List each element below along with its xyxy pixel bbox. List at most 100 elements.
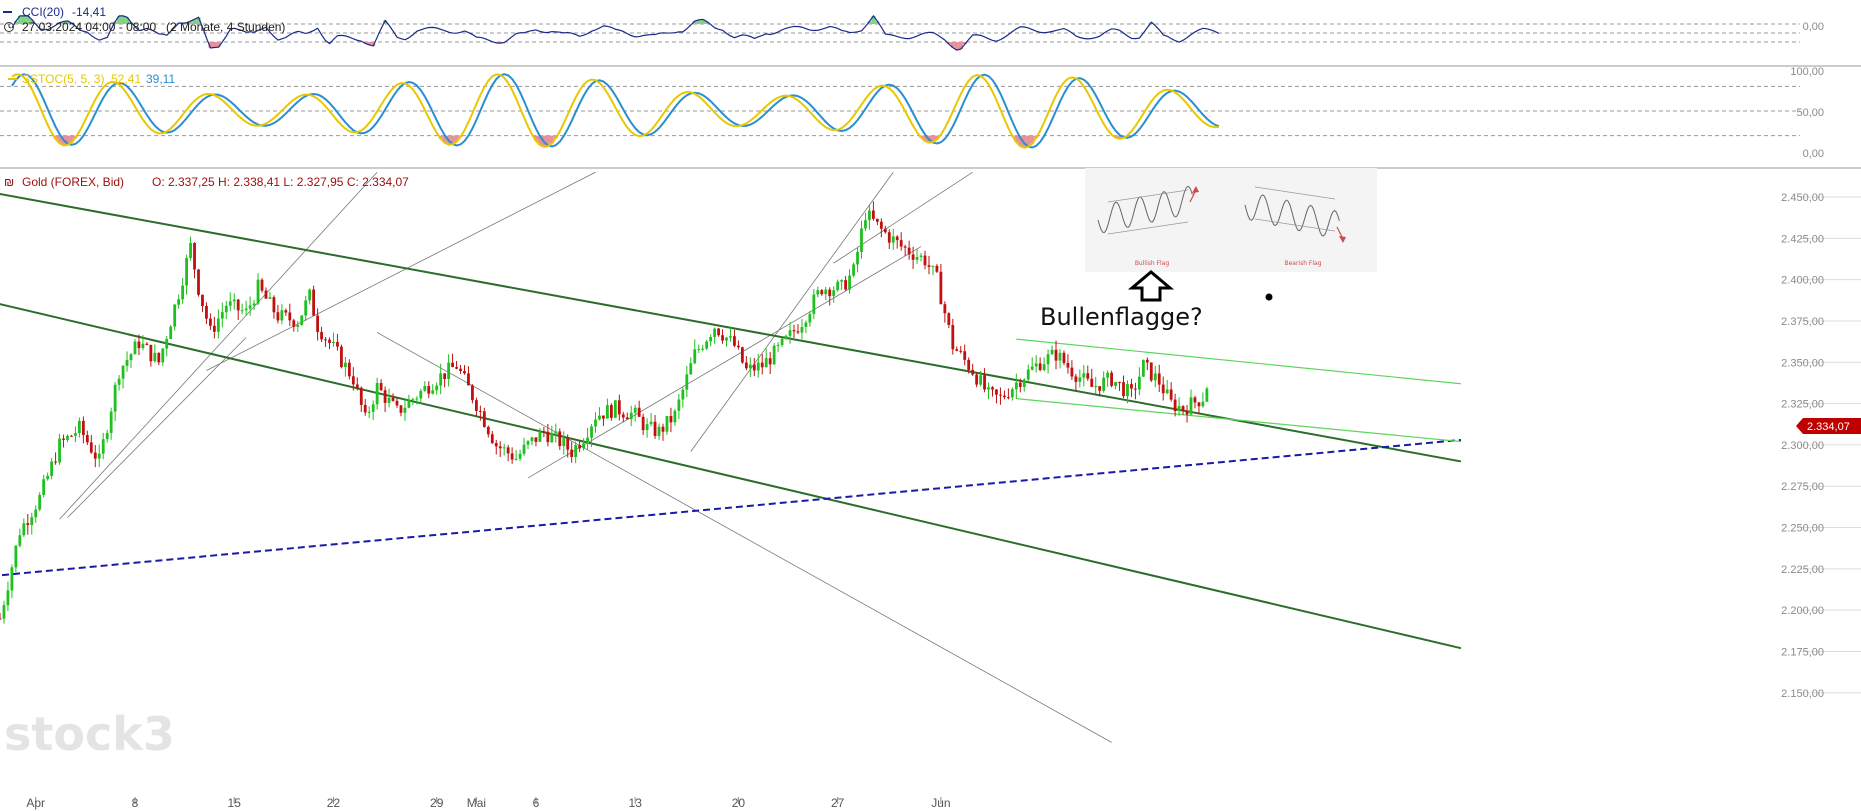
candle-body	[276, 312, 280, 321]
candle-body	[653, 421, 657, 436]
candle-body	[228, 301, 232, 306]
candle-body	[260, 279, 264, 291]
candle-body	[343, 362, 347, 368]
candle-body	[81, 420, 85, 436]
candle-body	[209, 318, 212, 326]
flag-line	[1016, 398, 1462, 443]
candle-body	[502, 447, 506, 449]
candle-body	[899, 240, 903, 247]
sstoc-k-value: 52,41	[111, 72, 141, 86]
cci-tick-label: 0,00	[1803, 21, 1824, 33]
candle-body	[1066, 362, 1070, 368]
candle-body	[586, 437, 589, 444]
candle-body	[1102, 377, 1106, 391]
candle-body	[848, 275, 851, 290]
candle-body	[1034, 363, 1038, 367]
price-tick-label: 2.400,00	[1781, 275, 1824, 287]
cci-value: -14,41	[72, 5, 106, 19]
candle-body	[788, 330, 792, 336]
candle-body	[621, 414, 625, 418]
candle-body	[153, 352, 157, 362]
channel-line	[0, 303, 1462, 650]
cci-line	[11, 14, 1220, 51]
price-tick-label: 2.350,00	[1781, 357, 1824, 369]
candle-body	[379, 383, 383, 391]
candle-body	[987, 387, 990, 390]
candle-body	[97, 453, 101, 459]
candle-body	[506, 447, 510, 454]
candle-body	[760, 362, 764, 368]
candle-body	[744, 362, 748, 369]
candle-body	[1201, 401, 1205, 407]
instrument-label: Gold (FOREX, Bid)	[22, 175, 124, 189]
candle-body	[756, 362, 760, 371]
candle-body	[415, 398, 419, 400]
candle-body	[1173, 399, 1177, 412]
x-tick-label: 8	[132, 796, 139, 810]
candle-body	[784, 335, 788, 339]
price-tick-label: 2.200,00	[1781, 605, 1824, 617]
sketch-channel-line	[1254, 218, 1336, 232]
candle-body	[359, 387, 363, 405]
candle-body	[725, 337, 728, 341]
candle-body	[518, 453, 522, 459]
candle-body	[212, 325, 216, 332]
candle-body	[189, 242, 192, 259]
candle-body	[625, 417, 629, 420]
bullish-flag-caption: Bullish Flag	[1135, 260, 1170, 267]
candle-body	[316, 315, 319, 333]
candle-body	[129, 354, 133, 361]
bearish-flag-sketch	[1244, 186, 1346, 243]
candle-body	[224, 305, 228, 313]
candle-body	[836, 281, 840, 291]
candle-body	[983, 375, 986, 390]
price-tick-label: 2.425,00	[1781, 233, 1824, 245]
helper-line-grey	[206, 171, 596, 371]
candle-body	[590, 426, 593, 438]
candle-body	[824, 289, 828, 295]
price-tick-label: 2.375,00	[1781, 316, 1824, 328]
candle-body	[1054, 349, 1058, 361]
instrument-icon: ₪	[4, 175, 14, 189]
candle-body	[550, 433, 554, 443]
candle-body	[486, 426, 490, 435]
candle-body	[927, 265, 931, 267]
candle-body	[240, 310, 244, 312]
candle-body	[471, 385, 474, 401]
x-tick-label: 20	[732, 796, 746, 810]
candle-body	[967, 359, 971, 370]
arrow-up-icon	[1127, 270, 1175, 302]
candle-body	[943, 304, 947, 314]
candle-body	[1050, 349, 1054, 355]
candle-body	[705, 341, 709, 349]
candle-body	[1114, 381, 1117, 386]
candle-body	[733, 336, 736, 346]
candle-body	[216, 318, 220, 332]
annotation-text: Bullenflagge?	[1040, 303, 1203, 331]
candle-body	[220, 312, 224, 319]
candle-body	[1058, 352, 1062, 361]
candle-body	[467, 373, 470, 386]
candle-body	[955, 349, 959, 351]
candle-body	[657, 426, 661, 436]
candle-body	[395, 400, 399, 406]
candle-body	[137, 341, 141, 349]
candle-body	[574, 445, 578, 457]
candle-body	[971, 369, 975, 375]
candle-body	[923, 255, 927, 266]
candle-body	[1030, 366, 1034, 370]
candle-body	[546, 431, 550, 443]
candle-body	[185, 258, 188, 286]
clock-icon	[4, 22, 14, 32]
flag-pattern-inset: Bullish Flag Bearish Flag	[1085, 168, 1377, 272]
candle-body	[558, 431, 562, 447]
candle-body	[764, 358, 768, 368]
sstoc-tick-0: 0,00	[1803, 148, 1824, 160]
candle-body	[54, 461, 57, 463]
candle-body	[177, 299, 181, 305]
price-panel: stock3 2.450,00 2.425,00 2.400,00 2.375,00 2…	[0, 168, 1861, 810]
price-tick-label: 2.250,00	[1781, 523, 1824, 535]
candle-body	[391, 397, 395, 401]
candle-body	[101, 439, 105, 454]
